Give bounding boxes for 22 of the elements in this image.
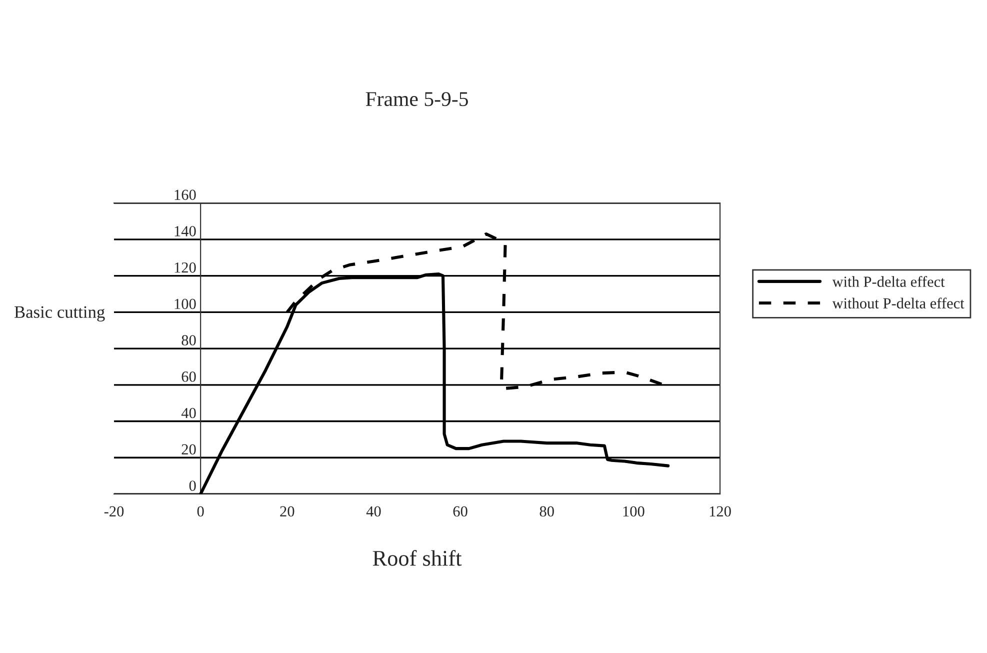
y-tick-label: 60	[182, 371, 196, 382]
y-tick-label: 160	[174, 190, 196, 200]
x-tick-label: 120	[710, 506, 731, 517]
x-axis-title: Roof shift	[372, 550, 462, 566]
x-tick-label: 0	[197, 506, 204, 517]
y-tick-label: 80	[182, 335, 196, 346]
x-tick-label: 100	[623, 506, 644, 517]
y-tick-label: 120	[174, 262, 196, 273]
y-tick-label: 20	[182, 444, 196, 455]
legend-label: without P-delta effect	[832, 298, 964, 309]
y-tick-label: 40	[181, 408, 196, 418]
y-axis-title: Basic cutting	[14, 306, 105, 322]
x-tick-label: 40	[366, 506, 381, 517]
legend-label: with P-delta effect	[832, 276, 945, 287]
x-tick-label: 60	[453, 506, 468, 517]
y-tick-label: 0	[189, 480, 196, 491]
chart-title: Frame 5-9-5	[366, 92, 468, 106]
x-tick-label: 80	[540, 506, 554, 517]
x-tick-label: 20	[280, 506, 294, 517]
x-tick-label: -20	[104, 506, 124, 517]
y-tick-label: 140	[174, 226, 196, 236]
y-tick-label: 100	[174, 298, 196, 310]
